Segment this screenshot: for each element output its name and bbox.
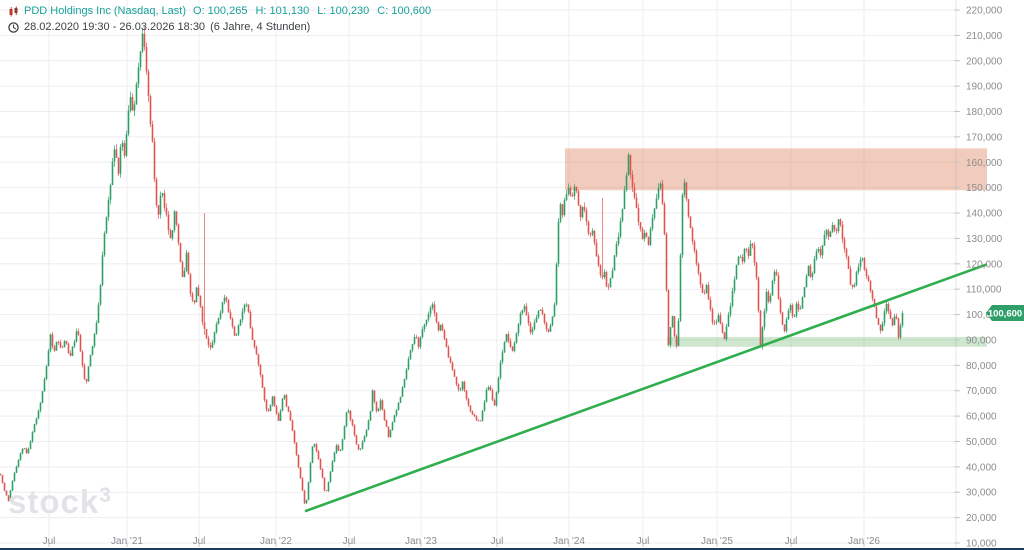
candles-layer bbox=[0, 27, 904, 504]
x-axis-label: Jul bbox=[193, 536, 206, 547]
ohlc-item: H: 101,130 bbox=[255, 5, 310, 17]
chart-header: PDD Holdings Inc (Nasdaq, Last) O: 100,2… bbox=[8, 4, 439, 34]
x-axis-label: Jul bbox=[785, 536, 798, 547]
stock3-watermark: stock3 bbox=[8, 483, 112, 520]
y-axis-label: 210,000 bbox=[966, 31, 1003, 42]
y-axis-label: 180,000 bbox=[966, 107, 1003, 118]
y-axis-label: 190,000 bbox=[966, 82, 1003, 93]
bottom-border-bar bbox=[0, 548, 1024, 550]
ohlc-item: C: 100,600 bbox=[377, 5, 432, 17]
y-axis-label: 130,000 bbox=[966, 234, 1003, 245]
y-axis-label: 60,000 bbox=[966, 412, 997, 423]
ohlc-item: L: 100,230 bbox=[317, 5, 370, 17]
y-axis-label: 20,000 bbox=[966, 513, 997, 524]
y-axis-label: 10,000 bbox=[966, 539, 997, 550]
y-axis-label: 100,000 bbox=[966, 310, 1003, 321]
y-axis-label: 150,000 bbox=[966, 183, 1003, 194]
x-axis-label: Jan '23 bbox=[405, 536, 437, 547]
grid-layer bbox=[0, 0, 957, 548]
instrument-title: PDD Holdings Inc (Nasdaq, Last) bbox=[24, 5, 187, 17]
y-axis-label: 110,000 bbox=[966, 285, 1002, 296]
y-axis-label: 50,000 bbox=[966, 437, 997, 448]
instrument-icon bbox=[9, 6, 18, 16]
y-axis-label: 140,000 bbox=[966, 209, 1003, 220]
y-axis-label: 40,000 bbox=[966, 462, 997, 473]
y-axis-label: 90,000 bbox=[966, 335, 997, 346]
ohlc-item: O: 100,265 bbox=[193, 5, 248, 17]
x-axis-label: Jan '25 bbox=[701, 536, 733, 547]
interval-label: (6 Jahre, 4 Stunden) bbox=[210, 21, 311, 33]
x-axis-label: Jan '26 bbox=[848, 536, 880, 547]
zones-layer bbox=[565, 148, 987, 347]
price-tag: 100,600 bbox=[986, 305, 1024, 322]
x-axis-label: Jan '21 bbox=[111, 536, 143, 547]
x-axis-label: Jan '24 bbox=[553, 536, 585, 547]
x-axis-label: Jul bbox=[43, 536, 56, 547]
price-tag-value: 100,600 bbox=[988, 309, 1022, 320]
y-axis-labels: 220,000 210,000 200,000 190,000 180,000 170,0… bbox=[954, 6, 1003, 550]
x-axis-label: Jan '22 bbox=[260, 536, 292, 547]
resistance-zone bbox=[565, 148, 987, 191]
x-axis-label: Jul bbox=[637, 536, 650, 547]
y-axis-label: 120,000 bbox=[966, 259, 1003, 270]
y-axis-label: 70,000 bbox=[966, 386, 997, 397]
y-axis-label: 160,000 bbox=[966, 158, 1003, 169]
support-zone bbox=[667, 336, 987, 347]
y-axis-label: 30,000 bbox=[966, 488, 997, 499]
y-axis-label: 170,000 bbox=[966, 132, 1003, 143]
ohlc-values: O: 100,265 H: 101,130 L: 100,230 C: 100,600 bbox=[193, 4, 439, 18]
clock-icon bbox=[8, 21, 19, 33]
y-axis-label: 200,000 bbox=[966, 56, 1003, 67]
x-axis-label: Jul bbox=[491, 536, 504, 547]
range-line: 28.02.2020 19:30 - 26.03.2026 18:30 (6 J… bbox=[8, 20, 439, 34]
y-axis-label: 220,000 bbox=[966, 6, 1003, 17]
x-axis-labels: Jul Jan '21 Jul Jan '22 Jul Jan '23 Jul Jan '24… bbox=[43, 536, 880, 547]
support-trendline[interactable] bbox=[304, 263, 988, 513]
date-range: 28.02.2020 19:30 - 26.03.2026 18:30 bbox=[24, 21, 206, 33]
x-axis-label: Jul bbox=[343, 536, 356, 547]
instrument-line: PDD Holdings Inc (Nasdaq, Last) O: 100,2… bbox=[8, 4, 439, 18]
y-axis-label: 80,000 bbox=[966, 361, 997, 372]
